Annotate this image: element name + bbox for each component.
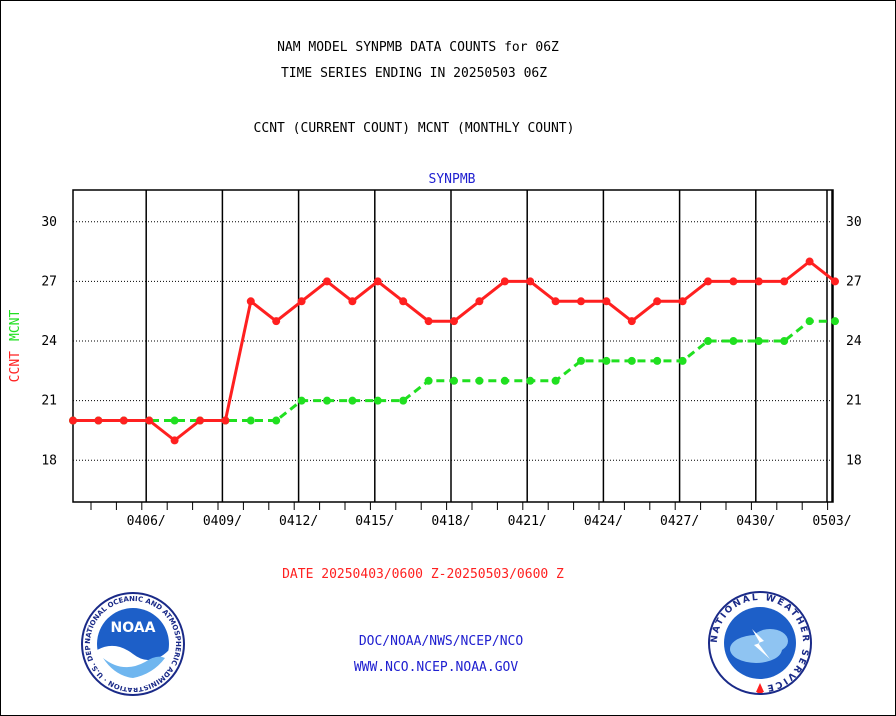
series-ccnt — [69, 257, 839, 445]
ylabel-mcnt: MCNT — [8, 310, 23, 341]
data-point — [373, 396, 382, 405]
data-point — [424, 376, 433, 385]
data-point — [348, 396, 357, 405]
y-tick-label: 27 — [846, 274, 862, 289]
data-point — [526, 376, 535, 385]
y-tick-label: 18 — [846, 453, 862, 468]
data-point — [170, 416, 179, 425]
org-path-label: DOC/NOAA/NWS/NCEP/NCO — [359, 634, 524, 649]
data-point — [780, 277, 789, 286]
data-point — [246, 297, 255, 306]
data-point — [475, 297, 484, 306]
data-point — [831, 317, 839, 326]
data-point — [805, 257, 814, 266]
data-point — [551, 376, 560, 385]
data-point — [272, 317, 281, 326]
data-point — [577, 356, 585, 365]
data-point — [119, 416, 128, 425]
data-point — [602, 297, 611, 306]
data-point — [94, 416, 103, 425]
x-tick-label: 0415/ — [355, 514, 394, 529]
y-tick-label: 24 — [41, 334, 57, 349]
data-point — [450, 317, 458, 326]
chart-header-line1: NAM MODEL SYNPMB DATA COUNTS for 06Z — [277, 40, 559, 55]
y-tick-label: 21 — [41, 394, 57, 409]
axis-ticks — [90, 502, 829, 510]
noaa-logo-text: NOAA — [111, 620, 156, 636]
y-tick-label: 21 — [846, 394, 862, 409]
x-tick-label: 0412/ — [279, 514, 318, 529]
plot-area — [72, 189, 834, 503]
x-tick-label: 0427/ — [660, 514, 699, 529]
data-point — [754, 277, 763, 286]
data-point — [221, 416, 230, 425]
x-tick-label: 0430/ — [736, 514, 775, 529]
data-point — [272, 416, 281, 425]
data-point — [551, 297, 560, 306]
x-tick-label: 0421/ — [508, 514, 547, 529]
y-tick-label: 30 — [41, 215, 57, 230]
data-point — [780, 337, 789, 346]
data-point — [196, 416, 204, 425]
data-point — [627, 317, 636, 326]
data-point — [475, 376, 484, 385]
data-point — [323, 277, 331, 286]
ylabel-ccnt: CCNT — [8, 351, 23, 382]
x-tick-label: 0503/ — [812, 514, 851, 529]
data-point — [805, 317, 814, 326]
data-point — [399, 396, 408, 405]
data-point — [69, 416, 77, 425]
date-divider-lines — [145, 190, 833, 502]
data-point — [424, 317, 433, 326]
x-tick-label: 0409/ — [203, 514, 242, 529]
y-tick-label: 30 — [846, 215, 862, 230]
x-tick-label: 0406/ — [127, 514, 166, 529]
data-point — [348, 297, 357, 306]
x-tick-label: 0424/ — [584, 514, 623, 529]
data-point — [704, 337, 712, 346]
data-point — [704, 277, 712, 286]
data-point — [145, 416, 154, 425]
y-axis-left: 18 21 24 27 30 — [41, 215, 57, 468]
data-point — [323, 396, 331, 405]
chart-title: SYNPMB — [429, 172, 476, 187]
chart-header-line3: CCNT (CURRENT COUNT) MCNT (MONTHLY COUNT… — [254, 121, 575, 136]
data-point — [297, 297, 306, 306]
data-point — [500, 277, 509, 286]
x-tick-label: 0418/ — [431, 514, 470, 529]
y-tick-label: 27 — [41, 274, 57, 289]
data-point — [500, 376, 509, 385]
data-point — [678, 297, 687, 306]
date-range-label: DATE 20250403/0600 Z-20250503/0600 Z — [282, 567, 564, 582]
data-point — [526, 277, 535, 286]
data-point — [653, 297, 662, 306]
data-point — [729, 277, 738, 286]
svg-text:CCNTMCNT: CCNT MCNT — [8, 310, 23, 383]
y-axis-title: CCNT MCNT — [8, 310, 23, 383]
data-point — [678, 356, 687, 365]
website-link[interactable]: WWW.NCO.NCEP.NOAA.GOV — [354, 660, 519, 675]
data-point — [170, 436, 179, 445]
data-point — [577, 297, 585, 306]
x-axis: 0406/0409/0412/0415/0418/0421/0424/0427/… — [127, 514, 852, 529]
data-point — [627, 356, 636, 365]
data-point — [831, 277, 839, 286]
data-point — [653, 356, 662, 365]
red-star-icon — [756, 683, 764, 692]
noaa-logo-icon: NATIONAL OCEANIC AND ATMOSPHERIC ADMINIS… — [79, 590, 187, 698]
data-point — [754, 337, 763, 346]
y-axis-right: 18 21 24 27 30 — [846, 215, 862, 468]
data-point — [373, 277, 382, 286]
y-tick-label: 18 — [41, 453, 57, 468]
chart-header-line2: TIME SERIES ENDING IN 20250503 06Z — [281, 66, 547, 81]
data-point — [450, 376, 458, 385]
nws-logo-icon: NATIONAL WEATHER SERVICE — [706, 589, 814, 697]
data-point — [297, 396, 306, 405]
data-point — [729, 337, 738, 346]
data-point — [602, 356, 611, 365]
y-tick-label: 24 — [846, 334, 862, 349]
data-point — [246, 416, 255, 425]
data-point — [399, 297, 408, 306]
